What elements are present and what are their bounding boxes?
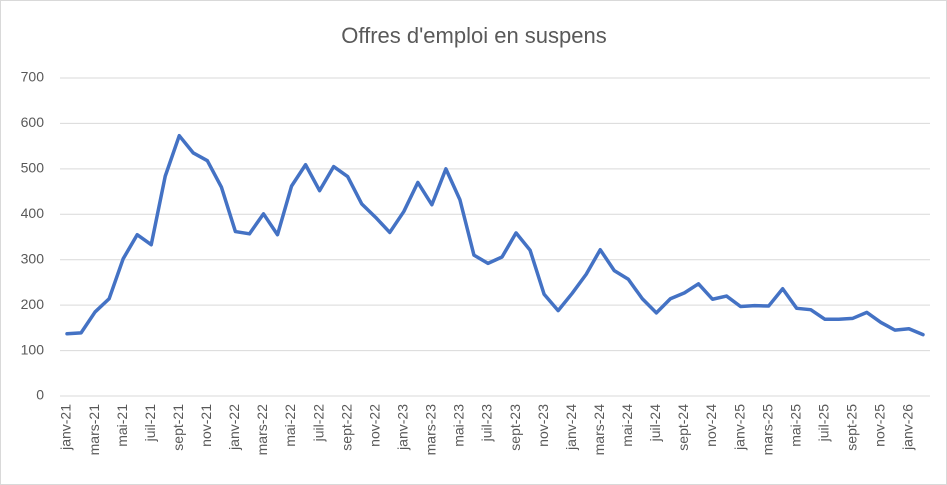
x-tick-label: juil-21 bbox=[142, 404, 158, 443]
x-tick-label: mai-24 bbox=[619, 404, 635, 447]
x-tick-label: janv-25 bbox=[731, 404, 747, 451]
x-tick-label: mars-21 bbox=[86, 404, 102, 456]
x-tick-label: sept-25 bbox=[844, 404, 860, 451]
y-tick-label: 300 bbox=[21, 250, 45, 266]
y-tick-label: 600 bbox=[21, 114, 45, 130]
x-tick-label: janv-22 bbox=[226, 404, 242, 451]
x-tick-label: juil-24 bbox=[647, 404, 663, 443]
x-tick-label: sept-21 bbox=[170, 404, 186, 451]
x-tick-label: nov-21 bbox=[198, 404, 214, 447]
x-tick-label: nov-23 bbox=[535, 404, 551, 447]
x-tick-label: juil-25 bbox=[815, 404, 831, 443]
chart-title: Offres d'emploi en suspens bbox=[341, 23, 607, 48]
x-tick-label: mars-24 bbox=[591, 404, 607, 456]
y-tick-label: 700 bbox=[21, 69, 45, 85]
y-tick-label: 500 bbox=[21, 160, 45, 176]
x-tick-label: mars-23 bbox=[423, 404, 439, 456]
x-tick-label: mai-25 bbox=[787, 404, 803, 447]
x-tick-label: mars-25 bbox=[759, 404, 775, 456]
x-tick-label: nov-24 bbox=[703, 404, 719, 447]
x-tick-label: janv-23 bbox=[394, 404, 410, 451]
y-tick-label: 400 bbox=[21, 205, 45, 221]
y-tick-label: 100 bbox=[21, 341, 45, 357]
x-tick-label: mai-22 bbox=[282, 404, 298, 447]
x-tick-label: mai-23 bbox=[451, 404, 467, 447]
x-tick-label: sept-23 bbox=[507, 404, 523, 451]
x-tick-label: mars-22 bbox=[254, 404, 270, 456]
y-tick-label: 0 bbox=[36, 387, 44, 403]
x-tick-label: nov-22 bbox=[366, 404, 382, 447]
x-tick-label: janv-24 bbox=[563, 404, 579, 451]
x-tick-label: janv-21 bbox=[58, 404, 74, 451]
x-tick-label: sept-22 bbox=[338, 404, 354, 451]
data-line bbox=[65, 133, 925, 337]
x-tick-label: janv-26 bbox=[900, 404, 916, 451]
x-tick-label: juil-23 bbox=[479, 404, 495, 443]
x-tick-label: nov-25 bbox=[872, 404, 888, 447]
x-tick-label: juil-22 bbox=[310, 404, 326, 443]
y-tick-label: 200 bbox=[21, 296, 45, 312]
x-tick-label: mai-21 bbox=[114, 404, 130, 447]
x-tick-label: sept-24 bbox=[675, 404, 691, 451]
